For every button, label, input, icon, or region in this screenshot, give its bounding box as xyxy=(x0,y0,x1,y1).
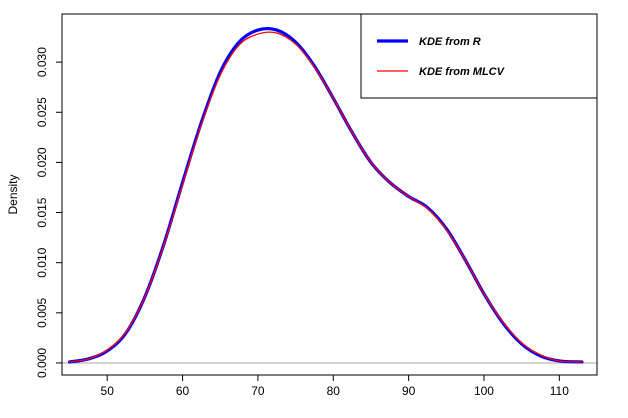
series-line-kde-from-mlcv xyxy=(68,31,583,363)
series-layer xyxy=(67,26,584,364)
x-tick-label: 80 xyxy=(327,384,341,398)
y-tick-label: 0.005 xyxy=(35,297,49,327)
x-tick-label: 70 xyxy=(251,384,265,398)
y-tick-label: 0.000 xyxy=(35,348,49,378)
y-axis-title: Density xyxy=(6,174,20,214)
legend: KDE from R KDE from MLCV xyxy=(360,13,598,99)
x-tick-label: 100 xyxy=(474,384,494,398)
x-tick-label: 60 xyxy=(176,384,190,398)
y-tick-label: 0.010 xyxy=(35,247,49,277)
legend-label-kde-from-r: KDE from R xyxy=(419,36,481,48)
legend-box xyxy=(360,13,598,99)
x-axis: 50 60 70 80 90 100 110 xyxy=(101,374,569,398)
x-tick-label: 50 xyxy=(101,384,115,398)
x-tick-label: 110 xyxy=(550,384,569,398)
y-tick-label: 0.025 xyxy=(35,97,49,127)
y-tick-label: 0.020 xyxy=(35,147,49,177)
x-tick-label: 90 xyxy=(402,384,416,398)
y-tick-label: 0.015 xyxy=(35,197,49,227)
y-tick-label: 0.030 xyxy=(35,47,49,77)
y-axis: 0.000 0.005 0.010 0.015 0.020 0.025 0.030 xyxy=(35,47,63,378)
legend-label-kde-from-mlcv: KDE from MLCV xyxy=(419,66,506,78)
